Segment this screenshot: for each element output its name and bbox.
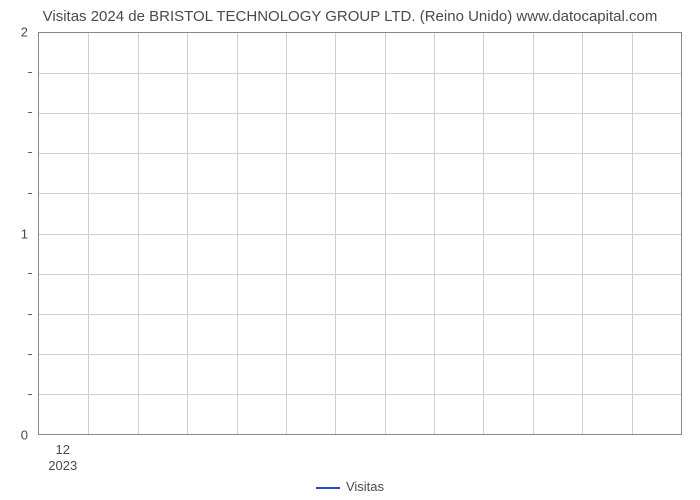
y-minor-tick: [28, 72, 32, 73]
y-minor-tick: [28, 394, 32, 395]
grid-line-h: [39, 234, 681, 235]
grid-line-h: [39, 153, 681, 154]
chart-legend: Visitas: [0, 479, 700, 494]
grid-line-h: [39, 193, 681, 194]
grid-line-v: [434, 33, 435, 434]
x-year-label: 2023: [48, 458, 77, 473]
grid-line-v: [483, 33, 484, 434]
grid-line-v: [138, 33, 139, 434]
grid-line-v: [632, 33, 633, 434]
grid-line-v: [582, 33, 583, 434]
y-minor-tick: [28, 112, 32, 113]
grid-line-h: [39, 394, 681, 395]
legend-label: Visitas: [346, 479, 384, 494]
grid-line-v: [88, 33, 89, 434]
grid-line-v: [533, 33, 534, 434]
grid-line-h: [39, 314, 681, 315]
y-minor-tick: [28, 314, 32, 315]
chart-grid: [38, 32, 682, 435]
y-minor-tick: [28, 193, 32, 194]
y-minor-tick: [28, 354, 32, 355]
x-tick-label: 12: [56, 442, 70, 457]
grid-line-h: [39, 113, 681, 114]
y-minor-tick: [28, 273, 32, 274]
grid-line-v: [385, 33, 386, 434]
y-axis: 012: [0, 32, 34, 435]
y-minor-tick: [28, 152, 32, 153]
grid-line-v: [335, 33, 336, 434]
legend-line-icon: [316, 487, 340, 489]
chart-plot-area: [38, 32, 682, 435]
grid-line-h: [39, 354, 681, 355]
grid-line-v: [286, 33, 287, 434]
grid-line-v: [187, 33, 188, 434]
y-tick-label: 0: [21, 428, 28, 443]
chart-title: Visitas 2024 de BRISTOL TECHNOLOGY GROUP…: [0, 8, 700, 25]
y-tick-label: 2: [21, 25, 28, 40]
grid-line-v: [237, 33, 238, 434]
y-tick-label: 1: [21, 226, 28, 241]
grid-line-h: [39, 73, 681, 74]
grid-line-h: [39, 274, 681, 275]
